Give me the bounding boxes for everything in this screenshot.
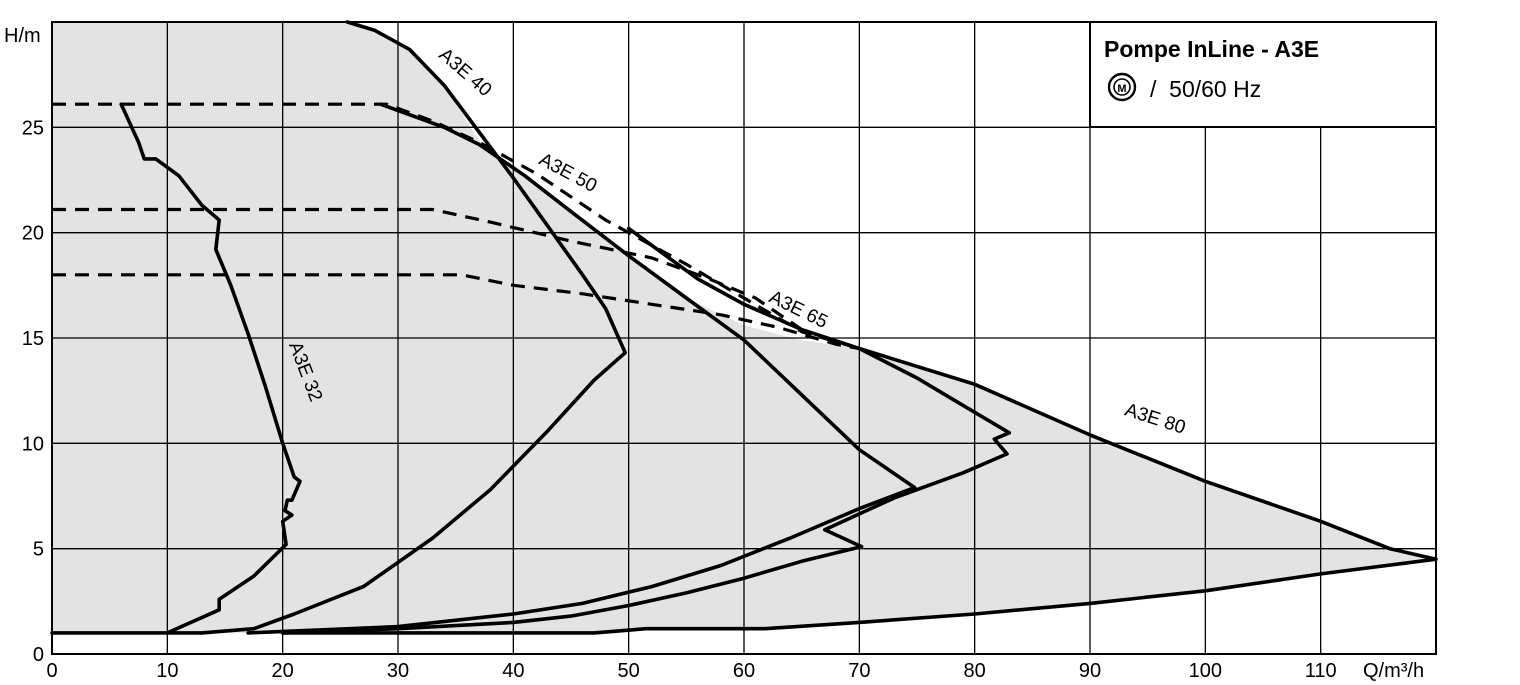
x-tick-label: 0: [46, 660, 57, 682]
pump-curves: [50, 20, 1438, 635]
x-tick-label: 110: [1305, 660, 1337, 682]
x-tick-labels: 0 10 20 30 40 50 60 70 80 90 100 110: [46, 660, 1336, 682]
x-axis-label: Q/m³/h: [1363, 660, 1424, 682]
chart-subtitle: / 50/60 Hz: [1150, 76, 1261, 102]
curve-a3e-40: [50, 20, 628, 635]
y-tick-label: 15: [22, 328, 44, 350]
dashed-curve-max-speed: [52, 273, 860, 351]
x-tick-label: 90: [1079, 660, 1101, 682]
x-tick-label: 20: [272, 660, 294, 682]
dashed-curves: [52, 102, 860, 351]
dashed-curve-max-speed: [52, 102, 860, 351]
legend-box: Pompe InLine - A3E M / 50/60 Hz: [1089, 21, 1437, 128]
curve-a3e-80: [280, 346, 1438, 635]
x-tick-label: 70: [848, 660, 870, 682]
x-tick-label: 30: [387, 660, 409, 682]
y-tick-labels: 0 5 10 15 20 25: [22, 117, 44, 666]
x-tick-label: 40: [502, 660, 524, 682]
y-axis-label: H/m: [4, 25, 41, 47]
y-tick-label: 0: [33, 644, 44, 666]
curve-a3e-65: [280, 226, 1012, 635]
x-tick-label: 60: [733, 660, 755, 682]
curve-a3e-32: [119, 102, 302, 635]
dashed-curve-max-speed: [52, 207, 860, 351]
curve-a3e-50: [246, 102, 917, 635]
curve-label-a3e-80: A3E 80: [1122, 400, 1188, 439]
y-tick-label: 25: [22, 117, 44, 139]
plot-frame: [51, 21, 1437, 655]
chart-title: Pompe InLine - A3E: [1104, 36, 1319, 62]
motor-circle-icon: M: [1107, 72, 1137, 102]
svg-text:M: M: [1117, 83, 1126, 95]
x-tick-label: 50: [618, 660, 640, 682]
x-tick-label: 100: [1189, 660, 1222, 682]
y-tick-label: 10: [22, 433, 44, 455]
x-tick-label: 10: [156, 660, 178, 682]
y-tick-label: 5: [33, 539, 44, 561]
x-tick-label: 80: [964, 660, 986, 682]
y-tick-label: 20: [22, 223, 44, 245]
